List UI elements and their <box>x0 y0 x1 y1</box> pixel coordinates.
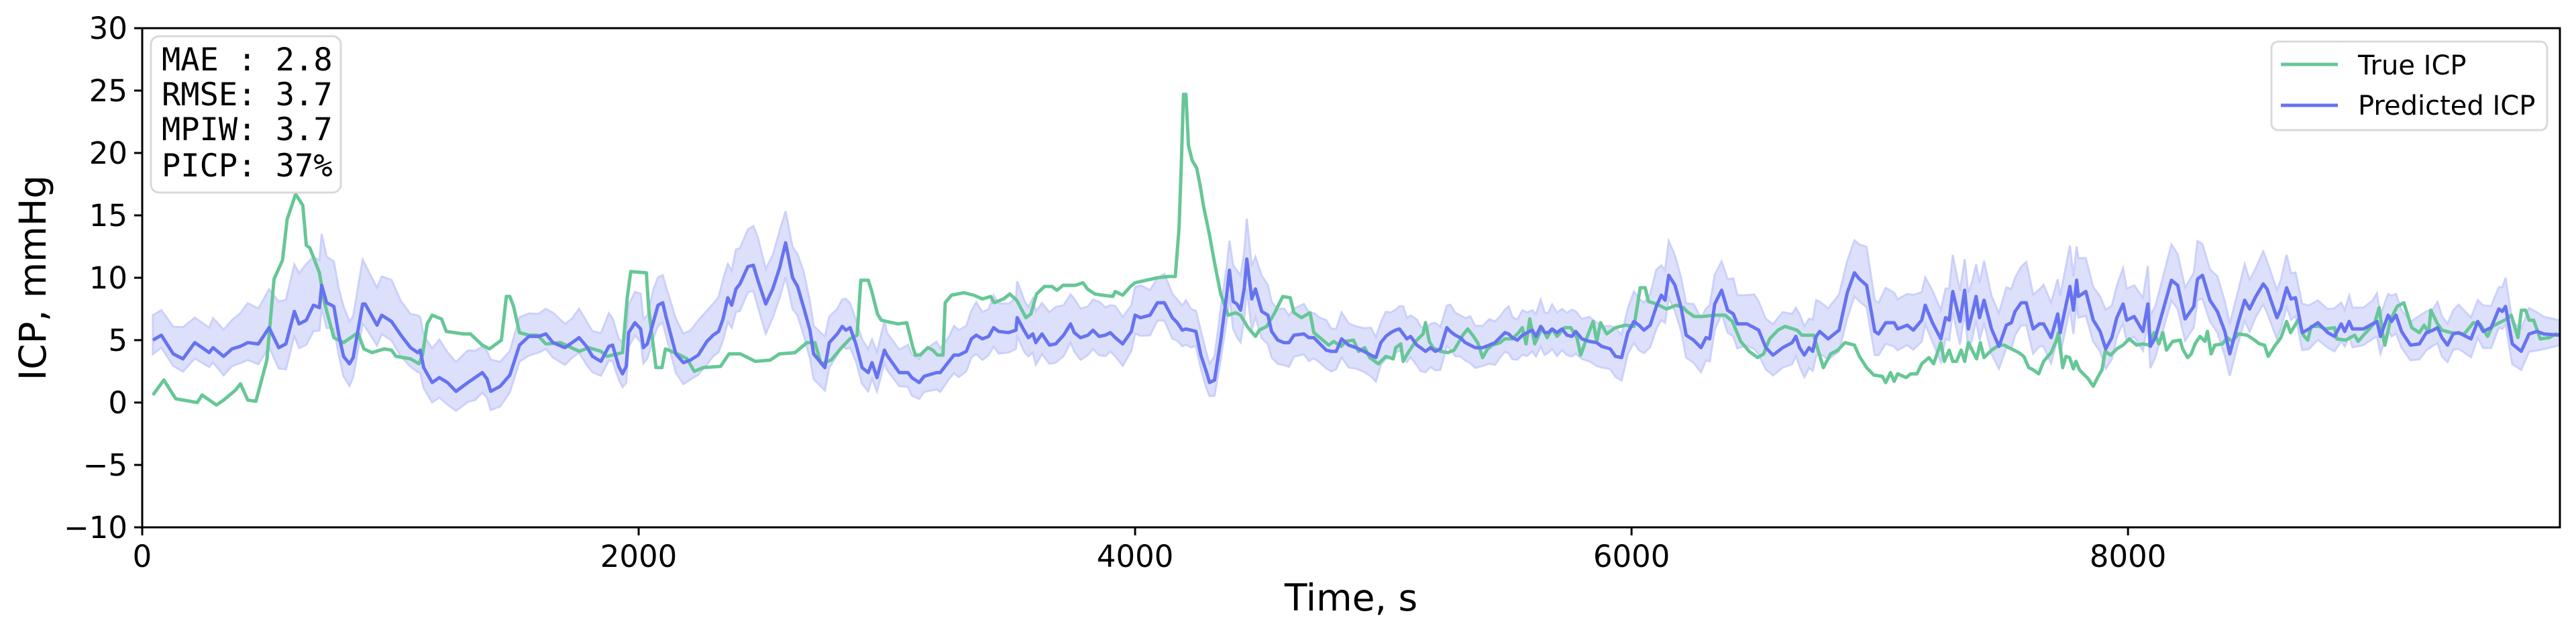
y-tick-label: 15 <box>89 198 127 233</box>
predicted-icp-line <box>152 241 2560 393</box>
x-tick-label: 0 <box>133 539 152 574</box>
x-tick-label: 6000 <box>1593 539 1670 574</box>
x-tick-label: 8000 <box>2090 539 2167 574</box>
stats-box: MAE : 2.8 RMSE: 3.7 MPIW: 3.7 PICP: 37% <box>150 35 342 194</box>
legend-predicted-label: Predicted ICP <box>2358 91 2535 121</box>
y-tick-label: 30 <box>89 11 127 46</box>
legend-true-label: True ICP <box>2357 50 2467 81</box>
stat-rmse: RMSE: 3.7 <box>162 76 333 113</box>
y-axis-label: ICP, mmHg <box>11 175 54 380</box>
x-tick-label: 2000 <box>600 539 678 574</box>
x-axis-label: Time, s <box>1284 576 1417 619</box>
y-tick-label: −10 <box>64 510 127 545</box>
plot-frame <box>141 27 2561 529</box>
stat-mae: MAE : 2.8 <box>162 42 333 78</box>
y-tick-label: 0 <box>108 385 127 421</box>
stat-picp: PICP: 37% <box>162 148 333 184</box>
legend: True ICP Predicted ICP <box>2270 40 2548 131</box>
x-tick-label: 4000 <box>1097 539 1174 574</box>
y-tick-label: 25 <box>89 73 127 109</box>
x-axis-ticks: 0 2000 4000 6000 8000 <box>133 527 2167 574</box>
y-tick-label: 5 <box>108 323 127 358</box>
y-axis-ticks: −10 −5 0 5 10 15 20 25 30 <box>64 11 142 545</box>
y-tick-label: 20 <box>89 136 127 171</box>
true-icp-line <box>151 93 2560 407</box>
stats-box-frame <box>150 35 342 194</box>
legend-frame <box>2270 40 2548 131</box>
stat-mpiw: MPIW: 3.7 <box>162 111 333 148</box>
y-tick-label: −5 <box>83 447 127 483</box>
y-tick-label: 10 <box>89 260 127 296</box>
